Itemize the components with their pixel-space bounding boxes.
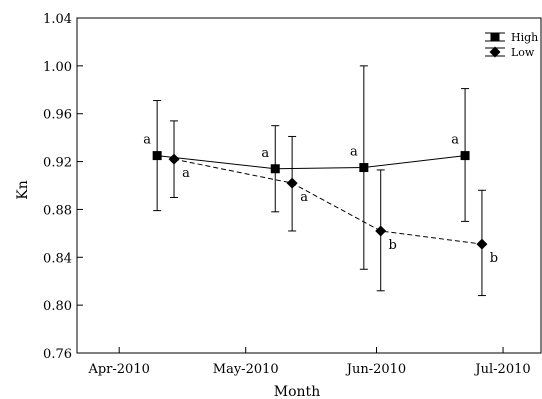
legend-marker (490, 32, 500, 42)
high-data-point (152, 151, 162, 161)
high-data-point (460, 151, 470, 161)
series-low: a a b b (168, 120, 498, 297)
x-tick-label: May-2010 (213, 362, 279, 377)
legend: High Low (485, 31, 538, 59)
low-data-point (286, 177, 298, 189)
high-significance-label: a (350, 145, 358, 160)
low-significance-label: b (490, 251, 498, 266)
y-tick-label: 0.76 (43, 347, 72, 362)
y-tick-label: 0.84 (43, 251, 72, 266)
low-series-line (173, 158, 483, 245)
y-tick-label: 0.96 (43, 108, 72, 123)
x-tick-label: Apr-2010 (87, 362, 149, 377)
axes: 0.76 0.80 0.84 0.88 0.92 0.96 1.00 1.04 Apr-2010… (43, 12, 542, 377)
y-tick-label: 0.88 (43, 203, 72, 218)
high-series-line (157, 155, 466, 170)
high-significance-label: a (261, 146, 269, 161)
legend-item-high: High (485, 31, 538, 44)
low-significance-label: a (182, 166, 190, 181)
data-marks: a a a a a a b b (143, 65, 498, 297)
x-axis-title: Month (274, 384, 320, 399)
high-significance-label: a (451, 133, 459, 148)
legend-label: High (511, 31, 538, 44)
y-tick-label: 1.04 (43, 12, 72, 27)
x-tick-label: Jun-2010 (345, 362, 406, 377)
legend-label: Low (511, 46, 535, 59)
x-tick-label: Jul-2010 (473, 362, 530, 377)
low-significance-label: a (300, 190, 308, 205)
legend-item-low: Low (485, 46, 535, 59)
low-data-point (168, 153, 180, 165)
y-tick-label: 0.92 (43, 156, 72, 171)
y-tick-label: 1.00 (43, 60, 72, 75)
high-data-point (359, 163, 369, 173)
y-axis-title: Kn (15, 180, 31, 199)
series-high: a a a a (143, 65, 470, 270)
legend-marker (489, 46, 501, 58)
plot-frame (76, 17, 542, 354)
low-data-point (476, 238, 488, 250)
low-data-point (375, 225, 387, 237)
y-tick-label: 0.80 (43, 299, 72, 314)
high-significance-label: a (143, 133, 151, 148)
high-data-point (270, 164, 280, 174)
low-significance-label: b (389, 238, 397, 253)
